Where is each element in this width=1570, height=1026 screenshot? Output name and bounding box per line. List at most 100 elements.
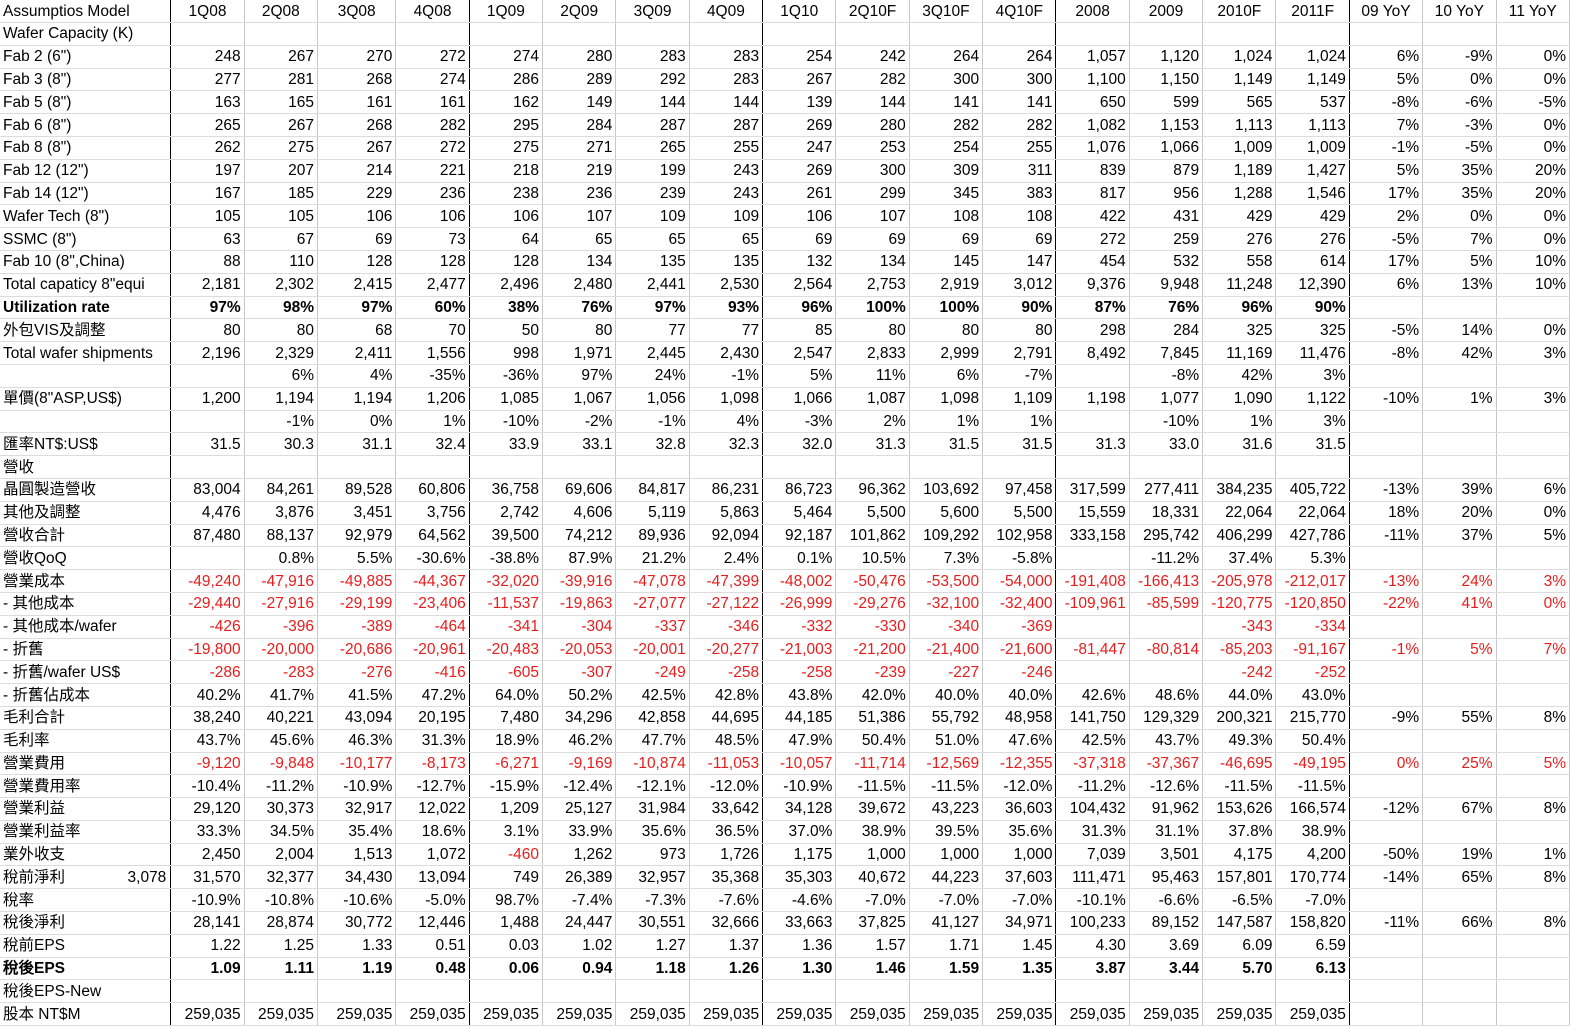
cell[interactable]: 36.5% xyxy=(689,820,764,844)
cell[interactable]: 259,035 xyxy=(542,1002,617,1026)
cell[interactable]: 1,971 xyxy=(542,341,617,365)
cell[interactable]: 1,024 xyxy=(1275,45,1350,69)
column-header[interactable]: 2Q09 xyxy=(542,0,617,23)
cell[interactable]: -13% xyxy=(1349,569,1424,593)
column-header[interactable]: 4Q08 xyxy=(395,0,470,23)
cell[interactable]: 243 xyxy=(689,182,764,206)
cell[interactable]: 247 xyxy=(762,136,837,160)
cell[interactable]: 31.5 xyxy=(170,432,245,457)
cell[interactable]: 0% xyxy=(1496,45,1570,69)
cell[interactable]: 38.9% xyxy=(1275,820,1350,844)
cell[interactable] xyxy=(982,979,1057,1004)
cell[interactable] xyxy=(689,979,764,1004)
cell[interactable]: 243 xyxy=(689,159,764,183)
cell[interactable]: 274 xyxy=(469,45,544,69)
cell[interactable]: -10.1% xyxy=(1055,888,1130,913)
cell[interactable]: 7% xyxy=(1422,227,1497,251)
cell[interactable]: 259,035 xyxy=(244,1002,319,1026)
cell[interactable] xyxy=(1349,957,1424,981)
cell[interactable] xyxy=(1496,22,1570,46)
cell[interactable]: 1,066 xyxy=(1129,136,1204,160)
cell[interactable] xyxy=(1496,455,1570,479)
cell[interactable]: -8% xyxy=(1349,90,1424,115)
cell[interactable]: -9,120 xyxy=(170,751,245,776)
cell[interactable]: 283 xyxy=(689,68,764,92)
cell[interactable]: 102,958 xyxy=(982,523,1057,548)
cell[interactable]: 1,090 xyxy=(1202,387,1277,411)
cell[interactable]: 2.4% xyxy=(689,546,764,571)
cell[interactable]: 311 xyxy=(982,159,1057,183)
cell[interactable]: 108 xyxy=(909,204,984,229)
cell[interactable]: 277 xyxy=(170,68,245,92)
cell[interactable]: -35% xyxy=(395,363,470,388)
cell[interactable]: 65 xyxy=(689,227,764,251)
cell[interactable]: 1,098 xyxy=(909,387,984,411)
cell[interactable]: 93% xyxy=(689,296,764,320)
cell[interactable]: 43,223 xyxy=(909,797,984,821)
cell[interactable] xyxy=(1496,957,1570,981)
cell[interactable]: 69 xyxy=(835,227,910,251)
cell[interactable]: 558 xyxy=(1202,250,1277,274)
cell[interactable]: 13,094 xyxy=(395,865,470,890)
cell[interactable] xyxy=(1496,774,1570,799)
cell[interactable] xyxy=(1349,363,1424,388)
cell[interactable] xyxy=(395,979,470,1004)
cell[interactable]: 49.3% xyxy=(1202,729,1277,753)
cell[interactable]: 48.5% xyxy=(689,729,764,753)
cell[interactable]: -49,240 xyxy=(170,569,245,593)
cell[interactable]: -10% xyxy=(469,410,544,434)
cell[interactable]: 30.3 xyxy=(244,432,319,457)
cell[interactable]: 32,917 xyxy=(317,797,397,821)
cell[interactable] xyxy=(244,455,319,479)
cell[interactable]: 92,187 xyxy=(762,523,837,548)
cell[interactable]: 96% xyxy=(1202,296,1277,320)
cell[interactable]: 43.7% xyxy=(170,729,245,753)
row-label-cell[interactable]: 營業利益 xyxy=(0,797,172,821)
row-label-cell[interactable]: 營業費用率 xyxy=(0,774,172,799)
cell[interactable]: 1.46 xyxy=(835,957,910,981)
row-label-cell[interactable]: Wafer Capacity (K) xyxy=(0,22,172,46)
cell[interactable]: 4,606 xyxy=(542,501,617,525)
cell[interactable] xyxy=(1129,22,1204,46)
cell[interactable]: 128 xyxy=(469,250,544,274)
cell[interactable]: 32,957 xyxy=(615,865,690,890)
cell[interactable]: 163 xyxy=(170,90,245,115)
cell[interactable]: 1.59 xyxy=(909,957,984,981)
cell[interactable]: 106 xyxy=(469,204,544,229)
cell[interactable]: 76% xyxy=(542,296,617,320)
cell[interactable] xyxy=(1496,933,1570,958)
cell[interactable] xyxy=(1349,410,1424,434)
cell[interactable]: 1,024 xyxy=(1202,45,1277,69)
cell[interactable]: 259,035 xyxy=(1275,1002,1350,1026)
cell[interactable]: 280 xyxy=(835,113,910,137)
cell[interactable]: 259,035 xyxy=(835,1002,910,1026)
row-label-cell[interactable]: 稅後EPS xyxy=(0,957,172,981)
cell[interactable]: 65 xyxy=(542,227,617,251)
cell[interactable]: 300 xyxy=(835,159,910,183)
cell[interactable]: 215,770 xyxy=(1275,705,1350,730)
cell[interactable]: -23,406 xyxy=(395,592,470,616)
cell[interactable]: 1.26 xyxy=(689,957,764,981)
cell[interactable]: -12% xyxy=(1349,797,1424,821)
cell[interactable] xyxy=(1055,615,1130,639)
cell[interactable] xyxy=(762,22,837,46)
cell[interactable] xyxy=(1422,1002,1497,1026)
cell[interactable]: 267 xyxy=(244,113,319,137)
cell[interactable]: 5% xyxy=(1496,751,1570,776)
cell[interactable]: -120,850 xyxy=(1275,592,1350,616)
cell[interactable]: 207 xyxy=(244,159,319,183)
cell[interactable]: 229 xyxy=(317,182,397,206)
cell[interactable]: 153,626 xyxy=(1202,797,1277,821)
row-label-cell[interactable]: 毛利率 xyxy=(0,729,172,753)
cell[interactable]: 33,663 xyxy=(762,911,837,935)
cell[interactable]: 98.7% xyxy=(469,888,544,913)
cell[interactable]: 0.03 xyxy=(469,933,544,958)
cell[interactable]: 11,169 xyxy=(1202,341,1277,365)
cell[interactable]: 165 xyxy=(244,90,319,115)
cell[interactable]: 90% xyxy=(1275,296,1350,320)
cell[interactable] xyxy=(1349,432,1424,457)
cell[interactable]: 77 xyxy=(689,318,764,343)
cell[interactable]: 161 xyxy=(395,90,470,115)
cell[interactable]: -332 xyxy=(762,615,837,639)
cell[interactable]: 282 xyxy=(909,113,984,137)
